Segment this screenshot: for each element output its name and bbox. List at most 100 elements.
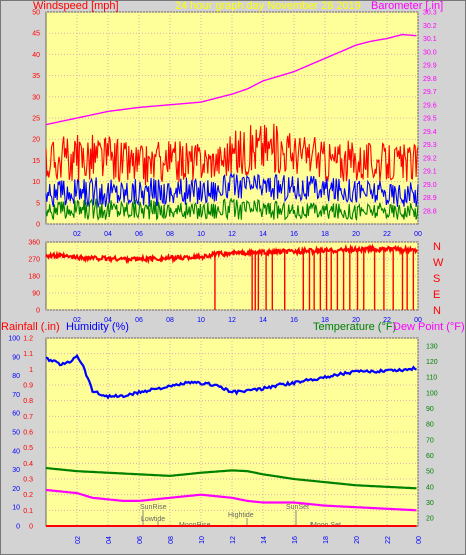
humidity-tick-label: 90 xyxy=(12,354,20,361)
rainfall-tick-labels: 0 0.1 0.2 0.3 0.4 0.5 0.6 0.7 0.8 0.9 1 1.1 1.2 xyxy=(23,336,33,531)
humidity-tick-label: 60 xyxy=(12,411,20,418)
windspeed-tick-labels: 0 5 10 15 20 25 30 35 40 45 50 xyxy=(32,10,40,229)
windspeed-tick-label: 15 xyxy=(32,158,40,165)
time-tick-label: 18 xyxy=(321,231,329,238)
time-tick-label: 22 xyxy=(385,536,392,544)
windspeed-tick-label: 40 xyxy=(32,52,40,59)
time-tick-label: 14 xyxy=(259,231,267,238)
time-tick-label: 10 xyxy=(197,317,205,324)
temperature-tick-label: 90 xyxy=(426,406,434,413)
direction-panel-time-labels: 02 04 06 08 10 12 14 16 18 20 22 00 xyxy=(73,317,422,324)
time-tick-label: 20 xyxy=(352,231,360,238)
series-barometer xyxy=(45,33,417,126)
time-tick-label: 04 xyxy=(104,317,112,324)
time-tick-label: 16 xyxy=(290,317,298,324)
series-wind-gust xyxy=(45,123,419,186)
direction-tick-label: 270 xyxy=(28,257,40,264)
lowtide-label: Lowtide xyxy=(141,516,165,523)
time-tick-label: 16 xyxy=(290,231,298,238)
time-tick-label: 08 xyxy=(166,231,174,238)
rainfall-tick-label: 0.4 xyxy=(23,461,33,468)
time-tick-label: 00 xyxy=(414,231,422,238)
rainfall-axis-title: Rainfall (.in) xyxy=(1,321,60,333)
time-tick-label: 08 xyxy=(168,536,175,544)
temperature-tick-label: 120 xyxy=(426,359,438,366)
rainfall-tick-label: 0.7 xyxy=(23,414,33,421)
direction-panel-grid xyxy=(46,241,419,311)
temperature-tick-label: 40 xyxy=(426,484,434,491)
temperature-tick-label: 30 xyxy=(426,500,434,507)
time-tick-label: 12 xyxy=(228,317,236,324)
time-tick-label: 06 xyxy=(137,536,144,544)
time-tick-label: 22 xyxy=(383,231,391,238)
direction-tick-labels: 0 90 180 270 360 xyxy=(28,240,40,315)
time-tick-label: 12 xyxy=(228,231,236,238)
time-tick-label: 16 xyxy=(292,536,299,544)
time-tick-label: 14 xyxy=(261,536,268,544)
barometer-axis-title: Barometer [.in] xyxy=(371,0,443,12)
rainfall-tick-label: 1.2 xyxy=(23,336,33,343)
humidity-tick-label: 30 xyxy=(12,467,20,474)
time-tick-label: 22 xyxy=(383,317,391,324)
humidity-tick-label: 20 xyxy=(12,486,20,493)
series-direction xyxy=(45,243,418,265)
direction-tick-label: 180 xyxy=(28,274,40,281)
windspeed-tick-label: 30 xyxy=(32,94,40,101)
humidity-tick-label: 80 xyxy=(12,373,20,380)
windspeed-tick-label: 25 xyxy=(32,116,40,123)
time-tick-label: 14 xyxy=(259,317,267,324)
sunset-label: SunSet xyxy=(286,504,309,511)
temperature-tick-label: 110 xyxy=(426,375,437,382)
rainfall-tick-label: 0 xyxy=(29,524,33,531)
windspeed-tick-label: 50 xyxy=(32,10,40,17)
time-tick-label: 20 xyxy=(352,317,360,324)
direction-tick-label: 90 xyxy=(32,291,40,298)
windspeed-tick-label: 35 xyxy=(32,73,40,80)
chart-title: 24 hour graph day November 28 2019 xyxy=(175,0,361,12)
barometer-tick-labels: 28.8 28.9 29.0 29.1 29.2 29.3 29.4 29.5 29.6 29.7… xyxy=(423,10,437,216)
time-tick-label: 04 xyxy=(104,231,112,238)
barometer-tick-label: 30.3 xyxy=(423,10,437,17)
compass-label-w: W xyxy=(433,257,444,269)
rainfall-tick-label: 1.1 xyxy=(23,351,33,358)
time-tick-label: 10 xyxy=(197,231,205,238)
temperature-tick-labels: 20 30 40 50 60 70 80 90 100 110 120 130 xyxy=(426,343,438,522)
rainfall-tick-label: 0.8 xyxy=(23,398,33,405)
direction-series-group xyxy=(45,243,418,310)
time-tick-label: 00 xyxy=(416,536,423,544)
time-tick-label: 06 xyxy=(135,317,143,324)
windspeed-tick-label: 0 xyxy=(36,222,40,229)
barometer-tick-label: 29.2 xyxy=(423,155,437,162)
humidity-tick-labels: 0 10 20 30 40 50 60 70 80 90 100 xyxy=(8,336,20,531)
series-humidity xyxy=(45,353,417,400)
series-wind-avg xyxy=(45,172,419,209)
time-tick-label: 12 xyxy=(230,536,237,544)
windspeed-tick-label: 5 xyxy=(36,200,40,207)
barometer-tick-label: 29.9 xyxy=(423,63,437,70)
compass-label-n-bottom: N xyxy=(433,305,441,317)
compass-label-s: S xyxy=(433,273,440,285)
time-tick-label: 18 xyxy=(321,317,329,324)
barometer-tick-label: 30.0 xyxy=(423,49,437,56)
time-tick-label: 02 xyxy=(75,536,82,544)
wind-series-group xyxy=(45,33,419,222)
time-tick-label: 08 xyxy=(166,317,174,324)
direction-tick-label: 0 xyxy=(36,308,40,315)
series-wind-min xyxy=(45,197,419,222)
barometer-tick-label: 29.0 xyxy=(423,182,437,189)
temperature-tick-label: 130 xyxy=(426,343,438,350)
compass-label-n-top: N xyxy=(433,241,441,253)
humidity-tick-label: 70 xyxy=(12,392,20,399)
humidity-series-group xyxy=(45,353,417,527)
direction-tick-label: 360 xyxy=(28,240,40,247)
rainfall-tick-label: 0.6 xyxy=(23,430,33,437)
time-tick-label: 18 xyxy=(323,536,330,544)
temperature-tick-label: 60 xyxy=(426,453,434,460)
rainfall-tick-label: 0.5 xyxy=(23,445,33,452)
series-dewpoint xyxy=(45,488,417,512)
rainfall-tick-label: 0.9 xyxy=(23,383,33,390)
barometer-tick-label: 29.3 xyxy=(423,142,437,149)
humidity-tick-label: 10 xyxy=(12,505,20,512)
barometer-tick-label: 29.4 xyxy=(423,129,437,136)
